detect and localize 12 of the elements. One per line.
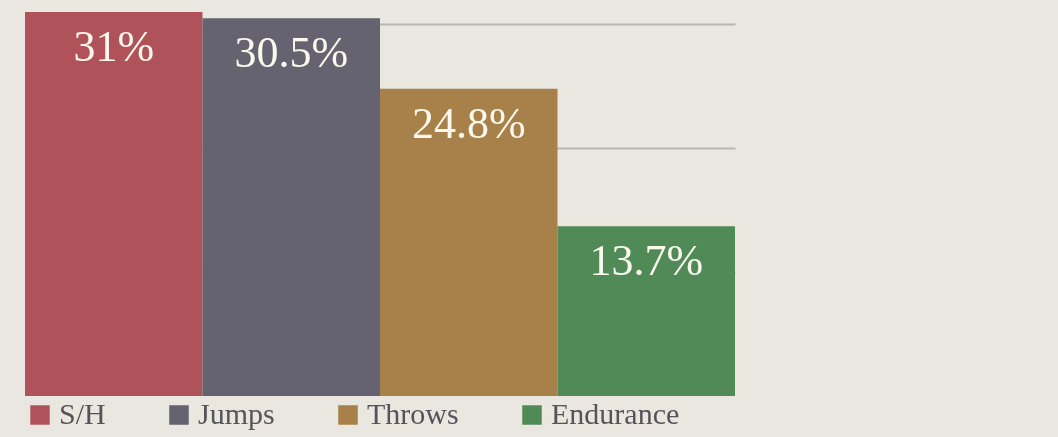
data-label: 31% [73, 22, 155, 71]
bar [557, 226, 735, 396]
data-label: 30.5% [234, 28, 349, 78]
bar [202, 18, 380, 396]
legend-label: S/H [59, 397, 106, 430]
bar [380, 88, 558, 396]
data-label: 13.7% [589, 236, 704, 286]
data-label: 24.8% [411, 98, 526, 148]
legend-label: Throws [367, 397, 459, 430]
legend-label: Jumps [198, 397, 275, 430]
legend-label: Endurance [551, 397, 680, 430]
bar [25, 12, 203, 396]
